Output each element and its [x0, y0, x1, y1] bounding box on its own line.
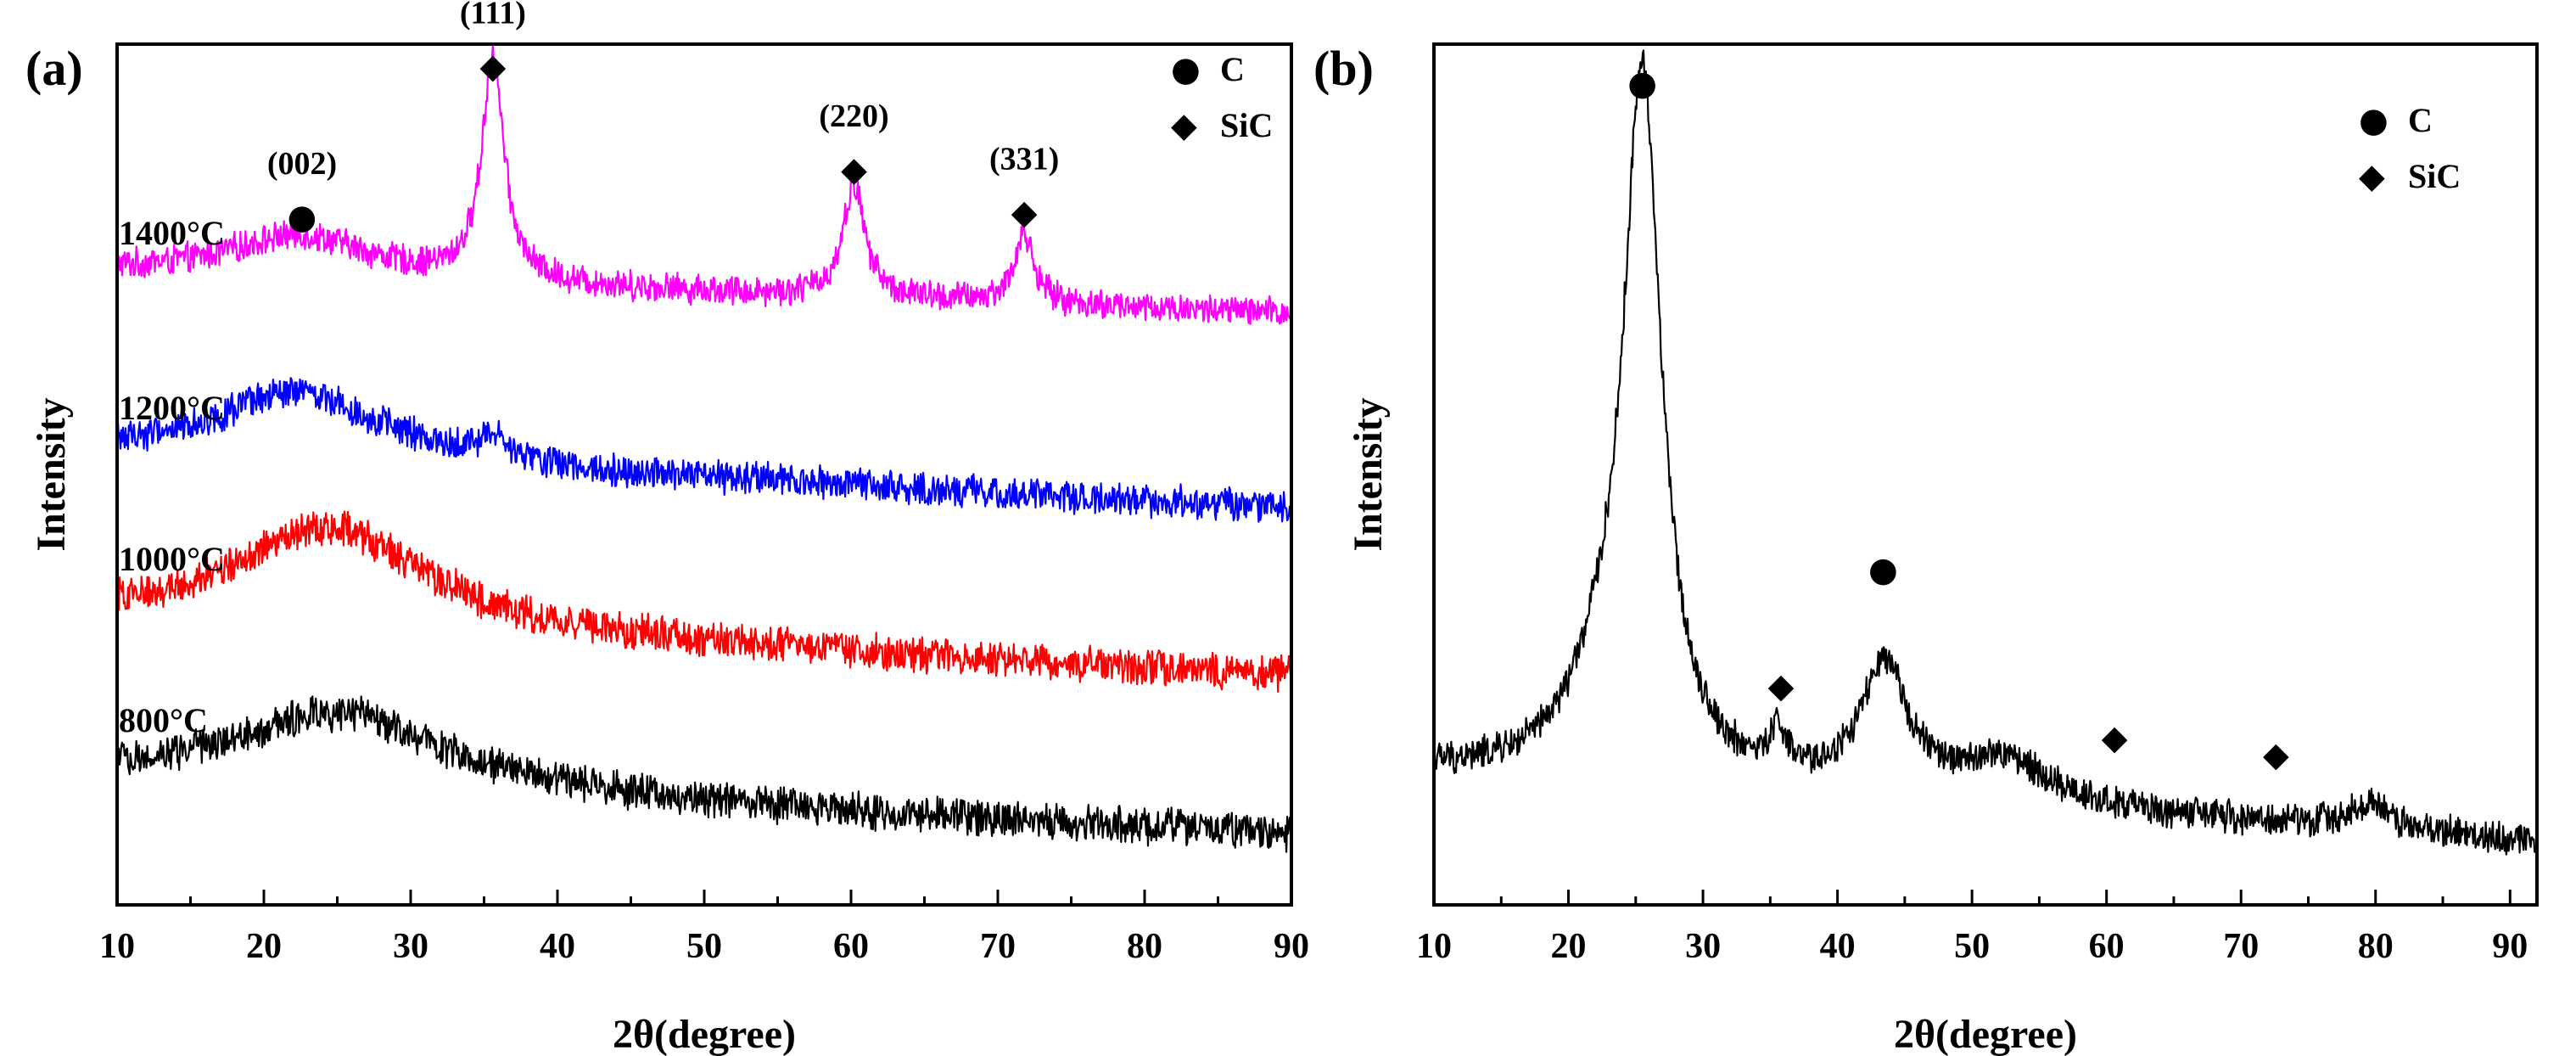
x-tick-label: 10: [99, 927, 135, 966]
panel-label: (a): [25, 41, 83, 96]
x-axis-label: 2θ(degree): [1894, 1012, 2077, 1056]
legend-marker-diamond: ◆: [1171, 106, 1197, 145]
peak-index-label: (002): [267, 146, 337, 182]
legend-label: C: [2408, 101, 2433, 139]
x-tick-label: 20: [246, 927, 282, 966]
legend-marker-diamond: ◆: [2359, 157, 2385, 196]
series-line-2: [115, 377, 1293, 523]
sic-peak-marker: ◆: [479, 47, 506, 86]
peak-annotation: ● (002): [267, 146, 337, 237]
peak-annotation: ◆ (111): [460, 0, 526, 86]
legend-label: SiC: [1220, 106, 1273, 144]
sic-peak-marker: ◆: [2102, 718, 2128, 757]
carbon-peak-marker: ●: [1868, 551, 1898, 590]
peak-annotation: ◆: [2102, 718, 2128, 757]
peak-annotation: ◆: [2263, 736, 2289, 775]
series-line-1: [116, 42, 1293, 325]
x-axis-label: 2θ(degree): [613, 1012, 796, 1056]
peak-annotation: ●: [1868, 551, 1898, 590]
peak-index-label: (111): [460, 0, 526, 31]
x-tick-label: 90: [2492, 927, 2528, 966]
sic-peak-marker: ◆: [1011, 194, 1038, 233]
y-axis-label: Intensity: [1346, 397, 1391, 551]
x-tick-label: 90: [1274, 927, 1309, 966]
x-tick-label: 70: [2223, 927, 2259, 966]
panel-b: 10 20 30 40 50 60 70 80 90 2θ(degree) Intensity (b)…: [1313, 41, 2539, 1056]
legend: ● C ◆ SiC: [2359, 101, 2461, 196]
carbon-peak-marker: ●: [1627, 65, 1657, 104]
x-tick-label: 30: [393, 927, 428, 966]
x-tick-label: 10: [1416, 927, 1452, 966]
peak-index-label: (220): [819, 98, 888, 134]
series-line-3: [115, 510, 1292, 694]
legend: ● C ◆ SiC: [1171, 50, 1273, 145]
y-axis-label: Intensity: [29, 397, 74, 551]
x-tick-label: 50: [686, 927, 722, 966]
peak-annotation: ●: [1627, 65, 1657, 104]
x-tick-label: 60: [833, 927, 869, 966]
series-line-4: [115, 695, 1293, 853]
peak-index-label: (331): [989, 142, 1059, 177]
peak-annotation: ◆ (220): [819, 98, 888, 189]
x-tick-label: 60: [2089, 927, 2125, 966]
peak-annotation: ◆ (331): [989, 142, 1059, 233]
plot-frame: [1432, 42, 2539, 907]
x-tick-label: 40: [540, 927, 575, 966]
legend-marker-circle: ●: [1171, 50, 1201, 89]
peak-annotation: ◆: [1768, 666, 1795, 705]
legend-label: C: [1220, 50, 1245, 88]
sic-peak-marker: ◆: [841, 150, 867, 189]
series-label: 1400°C: [119, 214, 225, 252]
x-tick-label: 20: [1551, 927, 1587, 966]
x-tick-label: 70: [980, 927, 1016, 966]
x-tick-label: 30: [1685, 927, 1721, 966]
legend-label: SiC: [2408, 157, 2461, 195]
series-line-1: [1432, 49, 2539, 856]
x-tick-label: 50: [1954, 927, 1990, 966]
series-label: 800°C: [119, 701, 208, 739]
sic-peak-marker: ◆: [2263, 736, 2289, 775]
panel-label: (b): [1313, 41, 1374, 96]
x-tick-label: 80: [2358, 927, 2394, 966]
panel-a: 10 20 30 40 50 60 70 80 90 2θ(degree) Intensity (a)…: [25, 0, 1309, 1056]
sic-peak-marker: ◆: [1768, 666, 1795, 705]
legend-marker-circle: ●: [2359, 101, 2388, 140]
series-label: 1000°C: [119, 540, 225, 578]
carbon-peak-marker: ●: [288, 198, 317, 237]
x-tick-label: 40: [1820, 927, 1856, 966]
series-label: 1200°C: [119, 389, 225, 427]
x-tick-label: 80: [1127, 927, 1162, 966]
